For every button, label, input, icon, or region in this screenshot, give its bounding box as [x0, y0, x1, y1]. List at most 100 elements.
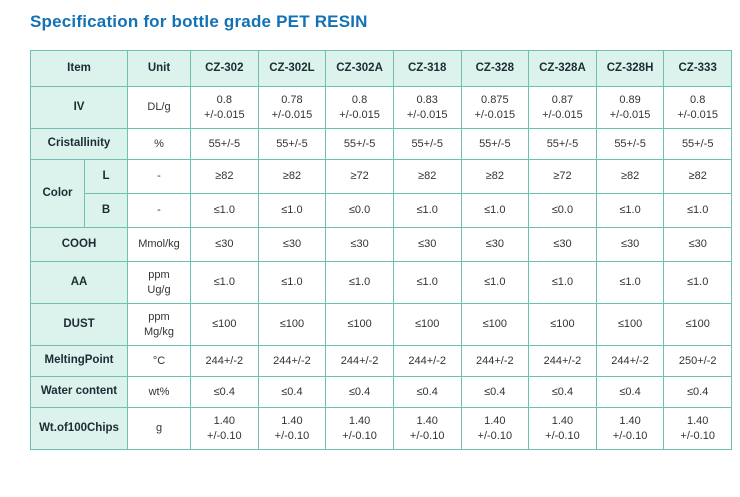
- col-header-item: Item: [30, 50, 128, 87]
- value-cell: ≥82: [190, 159, 259, 194]
- value-cell: ≤1.0: [190, 193, 259, 228]
- unit-cell: %: [127, 128, 191, 160]
- value-cell: ≤100: [460, 303, 530, 346]
- value-cell: ≤0.4: [663, 376, 732, 408]
- value-cell: 1.40 +/-0.10: [325, 407, 394, 450]
- value-cell: 0.78 +/-0.015: [257, 86, 327, 129]
- table-row-wt-of-100-chips: Wt.of100Chips g 1.40 +/-0.10 1.40 +/-0.1…: [30, 407, 732, 450]
- unit-cell: °C: [127, 345, 191, 377]
- value-cell: ≤0.4: [528, 376, 597, 408]
- value-cell: 250+/-2: [663, 345, 732, 377]
- row-sublabel-b: B: [84, 193, 128, 228]
- value-cell: ≤1.0: [325, 261, 394, 304]
- value-cell: ≤30: [325, 227, 394, 262]
- value-cell: 1.40 +/-0.10: [663, 407, 732, 450]
- col-header-unit: Unit: [127, 50, 191, 87]
- unit-cell: ppm Mg/kg: [127, 303, 191, 346]
- table-row-meltingpoint: MeltingPoint °C 244+/-2 244+/-2 244+/-2 …: [30, 345, 732, 377]
- value-cell: ≤30: [663, 227, 732, 262]
- value-cell: ≤0.4: [257, 376, 327, 408]
- value-cell: ≤1.0: [595, 193, 665, 228]
- value-cell: ≤30: [460, 227, 530, 262]
- value-cell: ≥82: [663, 159, 732, 194]
- value-cell: ≤1.0: [190, 261, 259, 304]
- value-cell: 244+/-2: [325, 345, 394, 377]
- unit-cell: -: [127, 159, 191, 194]
- value-cell: 55+/-5: [460, 128, 530, 160]
- row-sublabel-l: L: [84, 159, 128, 194]
- value-cell: ≤1.0: [595, 261, 665, 304]
- value-cell: ≤100: [190, 303, 259, 346]
- row-label-water-content: Water content: [30, 376, 128, 408]
- value-cell: 244+/-2: [528, 345, 597, 377]
- value-cell: ≤100: [528, 303, 597, 346]
- value-cell: ≤100: [257, 303, 327, 346]
- value-cell: ≤30: [190, 227, 259, 262]
- unit-cell: -: [127, 193, 191, 228]
- col-header-cz318: CZ-318: [392, 50, 462, 87]
- value-cell: ≤0.0: [528, 193, 597, 228]
- value-cell: 55+/-5: [190, 128, 259, 160]
- value-cell: 1.40 +/-0.10: [257, 407, 327, 450]
- value-cell: 244+/-2: [190, 345, 259, 377]
- value-cell: ≤1.0: [392, 261, 462, 304]
- value-cell: ≤100: [663, 303, 732, 346]
- value-cell: 55+/-5: [528, 128, 597, 160]
- value-cell: ≤30: [595, 227, 665, 262]
- col-header-cz302: CZ-302: [190, 50, 259, 87]
- value-cell: 0.89 +/-0.015: [595, 86, 665, 129]
- page-title: Specification for bottle grade PET RESIN: [30, 12, 368, 31]
- row-label-iv: IV: [30, 86, 128, 129]
- value-cell: ≥82: [460, 159, 530, 194]
- col-header-cz328h: CZ-328H: [595, 50, 665, 87]
- table-row-color-l: Color L - ≥82 ≥82 ≥72 ≥82 ≥82 ≥72 ≥82 ≥8…: [30, 159, 732, 228]
- value-cell: ≤1.0: [257, 193, 327, 228]
- table-row-iv: IV DL/g 0.8 +/-0.015 0.78 +/-0.015 0.8 +…: [30, 86, 732, 129]
- value-cell: 1.40 +/-0.10: [528, 407, 597, 450]
- value-cell: ≤1.0: [460, 193, 530, 228]
- value-cell: 55+/-5: [595, 128, 665, 160]
- value-cell: 55+/-5: [663, 128, 732, 160]
- table-row-water-content: Water content wt% ≤0.4 ≤0.4 ≤0.4 ≤0.4 ≤0…: [30, 376, 732, 408]
- table-row-aa: AA ppm Ug/g ≤1.0 ≤1.0 ≤1.0 ≤1.0 ≤1.0 ≤1.…: [30, 261, 732, 304]
- row-label-meltingpoint: MeltingPoint: [30, 345, 128, 377]
- value-cell: ≤0.4: [392, 376, 462, 408]
- value-cell: ≤0.4: [460, 376, 530, 408]
- unit-cell: DL/g: [127, 86, 191, 129]
- value-cell: ≤100: [392, 303, 462, 346]
- value-cell: ≤1.0: [460, 261, 530, 304]
- value-cell: 1.40 +/-0.10: [190, 407, 259, 450]
- col-header-cz333: CZ-333: [663, 50, 732, 87]
- value-cell: 55+/-5: [257, 128, 327, 160]
- col-header-cz302l: CZ-302L: [257, 50, 327, 87]
- value-cell: 244+/-2: [257, 345, 327, 377]
- col-header-cz328a: CZ-328A: [528, 50, 597, 87]
- value-cell: ≤0.4: [190, 376, 259, 408]
- value-cell: 0.87 +/-0.015: [528, 86, 597, 129]
- value-cell: ≤1.0: [257, 261, 327, 304]
- table-row-dust: DUST ppm Mg/kg ≤100 ≤100 ≤100 ≤100 ≤100 …: [30, 303, 732, 346]
- value-cell: 55+/-5: [325, 128, 394, 160]
- value-cell: ≤1.0: [663, 261, 732, 304]
- value-cell: 1.40 +/-0.10: [460, 407, 530, 450]
- value-cell: 244+/-2: [595, 345, 665, 377]
- value-cell: ≥82: [257, 159, 327, 194]
- value-cell: ≤0.0: [325, 193, 394, 228]
- value-cell: ≤30: [528, 227, 597, 262]
- value-cell: 0.8 +/-0.015: [190, 86, 259, 129]
- col-header-cz328: CZ-328: [460, 50, 530, 87]
- unit-cell: wt%: [127, 376, 191, 408]
- col-header-cz302a: CZ-302A: [325, 50, 394, 87]
- value-cell: ≤30: [392, 227, 462, 262]
- value-cell: ≤0.4: [595, 376, 665, 408]
- row-label-dust: DUST: [30, 303, 128, 346]
- row-label-cristallinity: Cristallinity: [30, 128, 128, 160]
- value-cell: 244+/-2: [392, 345, 462, 377]
- value-cell: 244+/-2: [460, 345, 530, 377]
- value-cell: ≥82: [392, 159, 462, 194]
- value-cell: 1.40 +/-0.10: [392, 407, 462, 450]
- row-label-aa: AA: [30, 261, 128, 304]
- value-cell: 55+/-5: [392, 128, 462, 160]
- value-cell: ≥72: [325, 159, 394, 194]
